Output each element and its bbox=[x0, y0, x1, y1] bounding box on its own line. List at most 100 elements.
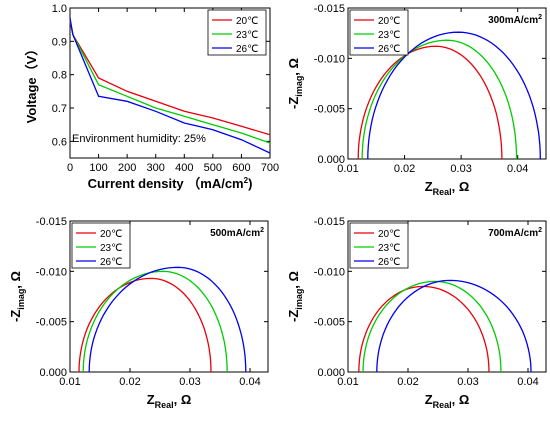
legend-label: 23℃ bbox=[236, 30, 258, 41]
x-axis-title-end: ) bbox=[248, 176, 252, 191]
y-tick-label: 0.000 bbox=[39, 367, 67, 379]
x-axis-title: ZReal, Ω bbox=[425, 392, 470, 410]
chart-panel-2: 0.01 0.02 0.03 0.04 0.000 -0.005 -0.010 -0.015 2… bbox=[286, 3, 547, 197]
y-tick-label: 0.9 bbox=[52, 36, 67, 48]
annotation-text: 300mA/cm2 bbox=[488, 14, 542, 26]
y-tick-label: 0.000 bbox=[317, 154, 345, 166]
series-line-23℃ bbox=[69, 19, 271, 144]
chart-panel-1: 0 100 200 300 400 500 600 700 0.6 0.7 0.8 0.9 1.0 20℃… bbox=[24, 3, 279, 191]
legend-label: 26℃ bbox=[100, 257, 122, 268]
series-line-20℃ bbox=[357, 45, 503, 160]
annotation-sup: 2 bbox=[538, 14, 542, 21]
legend-label: 26℃ bbox=[378, 44, 400, 55]
legend-label: 23℃ bbox=[100, 243, 122, 254]
annotation-main: 300mA/cm bbox=[488, 15, 538, 26]
annotation-text: 500mA/cm2 bbox=[210, 227, 264, 239]
x-axis-title-z: Z bbox=[147, 392, 155, 407]
y-axis-title-end: , Ω bbox=[286, 58, 301, 76]
y-axis-title: -Zimag, Ω bbox=[286, 58, 304, 109]
x-tick-label: 0.01 bbox=[337, 376, 358, 388]
x-tick-label: 0.02 bbox=[119, 376, 140, 388]
y-axis-title: -Zimag, Ω bbox=[286, 271, 304, 322]
x-tick-label: 0.03 bbox=[179, 376, 200, 388]
annotation-text: Environment humidity: 25% bbox=[72, 133, 206, 145]
y-axis-title-sub: imag bbox=[16, 289, 26, 310]
chart-panel-3: 0.01 0.02 0.03 0.04 0.000 -0.005 -0.010 -0.015 2… bbox=[8, 216, 269, 410]
x-tick-label: 0.01 bbox=[59, 376, 80, 388]
annotation-text: 700mA/cm2 bbox=[488, 227, 542, 239]
annotation-main: 500mA/cm bbox=[210, 228, 260, 239]
y-tick-label: -0.015 bbox=[314, 216, 345, 228]
y-axis-title-z: -Z bbox=[8, 310, 23, 322]
x-axis-title-sub: Real bbox=[433, 400, 452, 410]
y-tick-label: 0.6 bbox=[52, 136, 67, 148]
series-line-20℃ bbox=[358, 285, 490, 373]
y-axis-title-end: , Ω bbox=[8, 271, 23, 289]
series-line-26℃ bbox=[367, 31, 541, 160]
annotation-sup: 2 bbox=[260, 227, 264, 234]
series-line-26℃ bbox=[69, 17, 271, 154]
x-tick-label: 200 bbox=[118, 162, 136, 174]
x-axis-title-end: , Ω bbox=[452, 392, 470, 407]
x-axis-title-sub: Real bbox=[433, 187, 452, 197]
x-tick-label: 0.04 bbox=[239, 376, 260, 388]
plot-frame bbox=[347, 7, 547, 160]
legend-label: 23℃ bbox=[378, 243, 400, 254]
x-tick-label: 100 bbox=[89, 162, 107, 174]
plot-frame bbox=[347, 220, 547, 373]
y-tick-label: -0.005 bbox=[314, 317, 345, 329]
x-axis-title-end: , Ω bbox=[174, 392, 192, 407]
legend-label: 20℃ bbox=[378, 229, 400, 240]
x-axis-title-end: , Ω bbox=[452, 179, 470, 194]
x-tick-label: 0.03 bbox=[450, 163, 471, 175]
x-tick-label: 0.02 bbox=[397, 376, 418, 388]
y-axis-title-z: -Z bbox=[286, 97, 301, 109]
legend-label: 20℃ bbox=[236, 16, 258, 27]
annotation-sup: 2 bbox=[538, 227, 542, 234]
legend-label: 26℃ bbox=[378, 257, 400, 268]
x-tick-label: 0.01 bbox=[337, 163, 358, 175]
y-axis-title: -Zimag, Ω bbox=[8, 271, 26, 322]
series-line-23℃ bbox=[362, 280, 502, 373]
y-tick-label: 0.000 bbox=[317, 367, 345, 379]
plot-frame bbox=[69, 7, 271, 159]
y-axis-title: Voltage（V） bbox=[24, 43, 39, 124]
chart-panel-4: 0.01 0.02 0.03 0.04 0.000 -0.005 -0.010 -0.015 2… bbox=[286, 216, 547, 410]
y-axis-title-sub: imag bbox=[294, 289, 304, 310]
x-tick-label: 0.04 bbox=[507, 163, 528, 175]
series-line-26℃ bbox=[88, 266, 247, 373]
x-axis-title: ZReal, Ω bbox=[425, 179, 470, 197]
y-tick-label: -0.010 bbox=[314, 266, 345, 278]
y-tick-label: 0.8 bbox=[52, 70, 67, 82]
x-tick-label: 0 bbox=[67, 162, 73, 174]
x-axis-title-sup: 2 bbox=[244, 176, 249, 185]
annotation-main: 700mA/cm bbox=[488, 228, 538, 239]
y-axis-title-sub: imag bbox=[294, 76, 304, 97]
y-tick-label: -0.015 bbox=[314, 3, 345, 15]
legend-label: 20℃ bbox=[378, 16, 400, 27]
x-axis-title-main: Current density （mA/cm bbox=[88, 176, 244, 191]
legend-label: 20℃ bbox=[100, 229, 122, 240]
x-tick-label: 0.03 bbox=[457, 376, 478, 388]
x-axis-title: Current density （mA/cm2) bbox=[88, 176, 253, 191]
series-line-26℃ bbox=[376, 279, 532, 373]
series-line-23℃ bbox=[82, 270, 228, 373]
y-axis-title-end: , Ω bbox=[286, 271, 301, 289]
y-tick-label: -0.005 bbox=[36, 317, 67, 329]
y-tick-label: -0.015 bbox=[36, 216, 67, 228]
y-tick-label: 1.0 bbox=[52, 3, 67, 15]
series-line-20℃ bbox=[69, 21, 271, 136]
x-axis-title-z: Z bbox=[425, 179, 433, 194]
series-line-23℃ bbox=[361, 39, 518, 160]
x-tick-label: 300 bbox=[147, 162, 165, 174]
x-axis-title-z: Z bbox=[425, 392, 433, 407]
y-tick-label: 0.7 bbox=[52, 103, 67, 115]
x-tick-label: 700 bbox=[261, 162, 279, 174]
y-axis-title-z: -Z bbox=[286, 310, 301, 322]
x-tick-label: 0.04 bbox=[517, 376, 538, 388]
y-tick-label: -0.010 bbox=[36, 266, 67, 278]
legend-label: 26℃ bbox=[236, 44, 258, 55]
x-tick-label: 500 bbox=[204, 162, 222, 174]
x-tick-label: 400 bbox=[175, 162, 193, 174]
